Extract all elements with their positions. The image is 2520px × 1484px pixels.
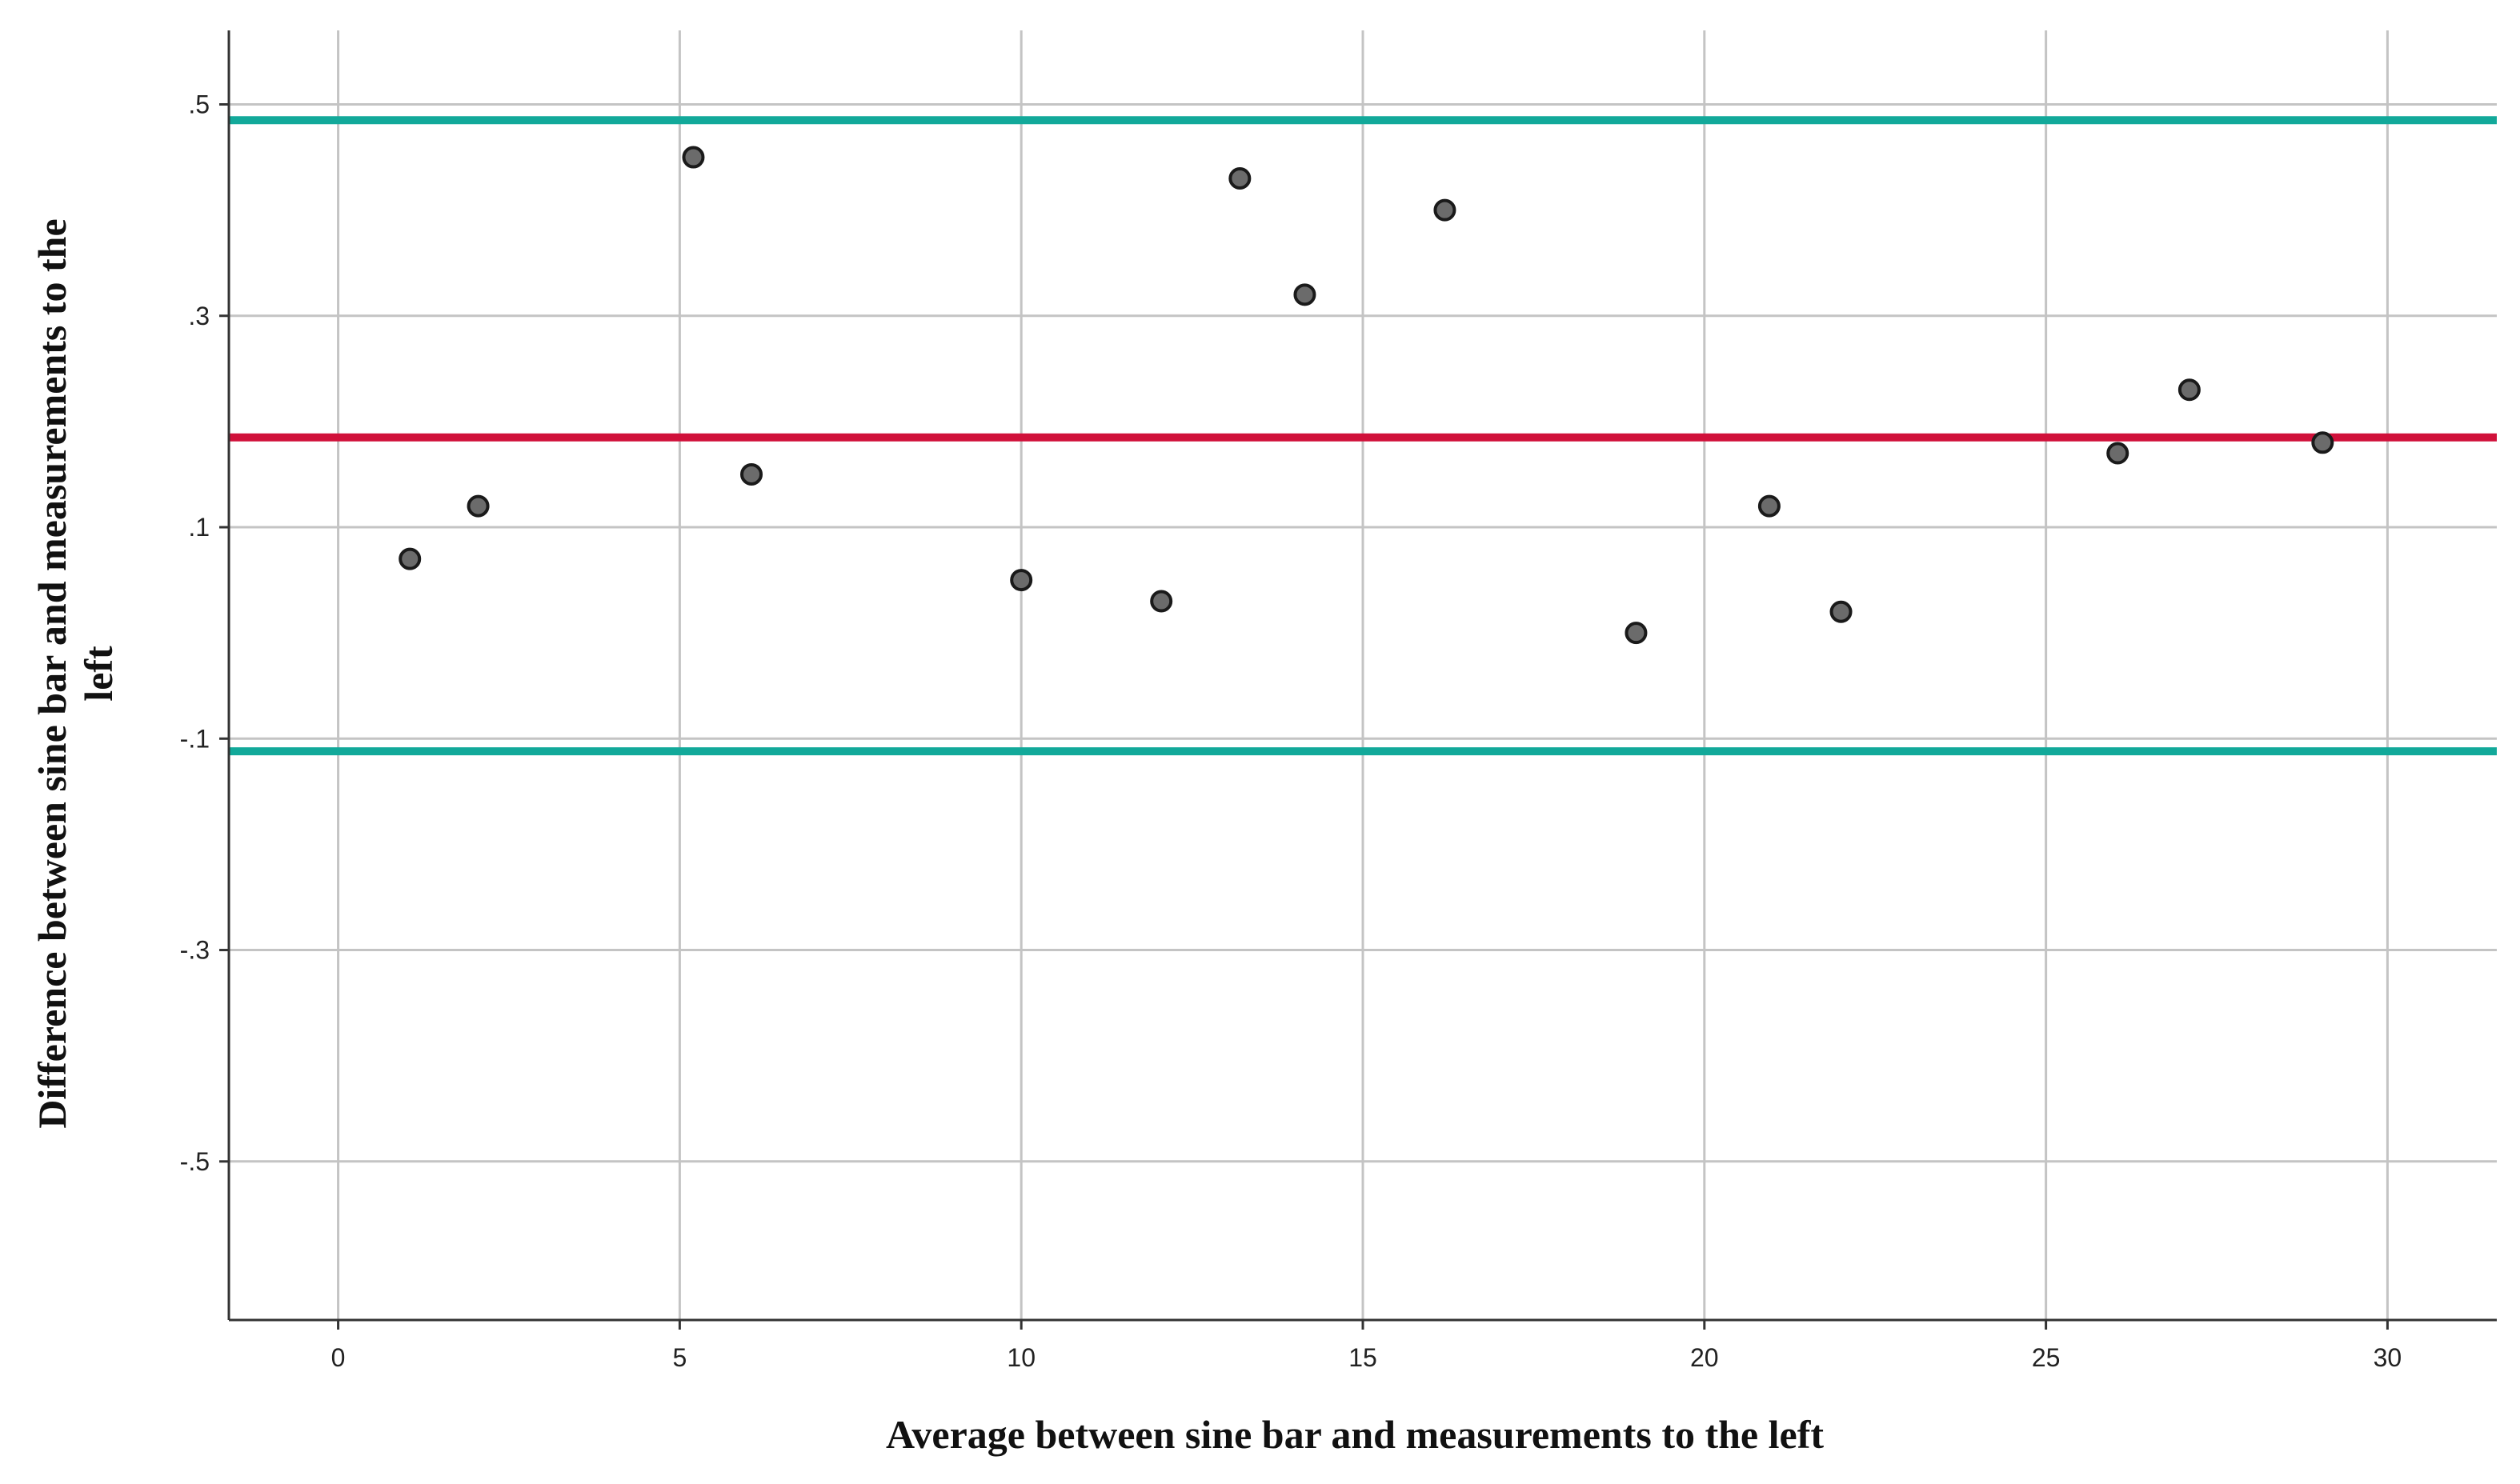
y-tick-label: .3: [188, 302, 210, 330]
tick-labels: 0 5 10 15 20 25 30 .5 .3 .1 -.1 -.3 -.5: [180, 90, 2402, 1372]
data-point: [1757, 494, 1781, 518]
data-point: [1228, 166, 1252, 190]
x-tick-label: 20: [1690, 1343, 1719, 1372]
y-axis-title-line-2: left: [76, 646, 121, 702]
x-tick-label: 10: [1007, 1343, 1036, 1372]
x-tick-label: 25: [2032, 1343, 2061, 1372]
y-tick-label: -.3: [180, 936, 210, 965]
data-points: [399, 146, 2334, 645]
data-point: [1433, 198, 1456, 222]
data-point: [467, 494, 490, 518]
reference-lines: [229, 116, 2497, 756]
y-tick-label: -.1: [180, 724, 210, 753]
y-tick-label: .1: [188, 513, 210, 542]
data-point: [1150, 590, 1173, 613]
y-tick-label: .5: [188, 90, 210, 118]
data-point: [2106, 442, 2129, 465]
x-tick-label: 15: [1348, 1343, 1377, 1372]
data-point: [1625, 622, 1648, 645]
data-point: [1293, 283, 1316, 306]
data-point: [1829, 600, 1853, 623]
grid-layer: [229, 30, 2497, 1320]
data-point: [2311, 431, 2334, 454]
data-point: [682, 146, 705, 169]
x-axis-title: Average between sine bar and measurement…: [886, 1412, 1824, 1457]
x-tick-label: 30: [2374, 1343, 2402, 1372]
y-axis-title-line-1: Difference between sine bar and measurem…: [30, 218, 74, 1128]
y-tick-label: -.5: [180, 1147, 210, 1176]
y-axis-title-group: Difference between sine bar and measurem…: [30, 218, 121, 1128]
x-tick-label: 0: [331, 1343, 346, 1372]
data-point: [740, 462, 763, 486]
data-point: [399, 547, 422, 570]
axes: [219, 30, 2497, 1330]
x-tick-label: 5: [672, 1343, 687, 1372]
data-point: [1010, 569, 1033, 592]
data-point: [2177, 378, 2201, 402]
